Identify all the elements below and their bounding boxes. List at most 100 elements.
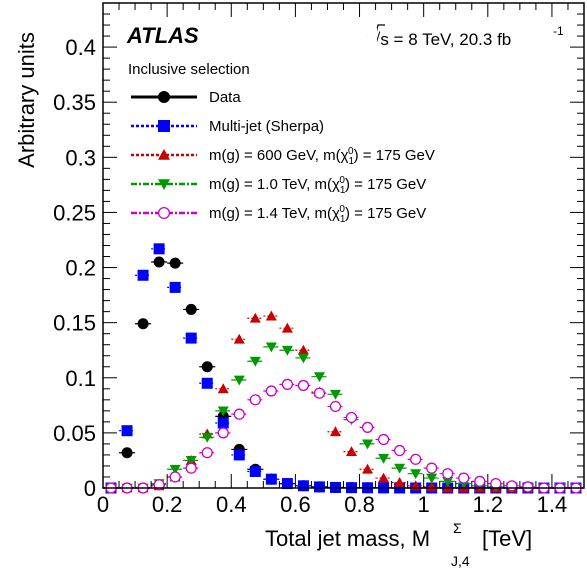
data-point [265, 473, 277, 485]
data-point [329, 389, 341, 400]
data-point [137, 269, 149, 281]
y-tick-label: 0.2 [65, 256, 96, 281]
legend-label: Data [209, 89, 241, 106]
data-point [378, 472, 390, 483]
data-point [458, 472, 470, 484]
data-point [313, 481, 325, 493]
data-point [362, 439, 374, 450]
data-point [506, 480, 518, 492]
data-point [233, 333, 245, 344]
data-point [426, 473, 438, 484]
legend-label: m(g) = 1.0 TeV, m(χ10) = 175 GeV [209, 175, 426, 196]
legend-entry: Data [131, 89, 241, 106]
data-point [185, 303, 197, 315]
experiment-label: ATLAS [126, 23, 199, 48]
y-axis: 0 0.05 0.1 0.15 0.2 0.25 0.3 0.35 0.4 [53, 2, 584, 501]
data-point [265, 310, 277, 321]
data-point [378, 453, 390, 464]
data-point [281, 322, 293, 333]
data-point [249, 394, 261, 406]
y-tick-label: 0.35 [53, 90, 96, 115]
energy-text: √s = 8 TeV, 20.3 fb [371, 30, 511, 49]
x-tick-label: 0 [97, 492, 109, 517]
x-tick-label: 0.2 [152, 492, 183, 517]
legend-marker [158, 120, 170, 132]
y-tick-label: 0.15 [53, 311, 96, 336]
data-point [297, 480, 309, 492]
data-point [281, 378, 293, 390]
data-point [217, 383, 229, 394]
legend-entry: Multi-jet (Sherpa) [131, 118, 324, 135]
data-point [169, 257, 181, 269]
data-point [346, 446, 358, 457]
data-point [426, 462, 438, 474]
data-point [217, 427, 229, 439]
x-tick-label: 0.6 [280, 492, 311, 517]
x-tick-label: 1 [418, 492, 430, 517]
legend-marker [158, 149, 170, 160]
data-point [410, 453, 422, 465]
selection-label: Inclusive selection [128, 61, 250, 78]
data-point [153, 479, 165, 491]
data-point [233, 408, 245, 420]
data-point [426, 481, 438, 492]
data-point [281, 478, 293, 490]
x-axis: 0 0.2 0.4 0.6 0.8 1 1.2 1.4 [97, 3, 585, 517]
data-point [169, 281, 181, 293]
data-point [121, 447, 133, 459]
x-tick-label: 0.4 [216, 492, 247, 517]
data-point [442, 468, 454, 480]
x-axis-title: Total jet mass, M Σ J,4 [TeV] [265, 520, 532, 569]
energy-sup: -1 [553, 24, 564, 38]
sqrt-mask [367, 28, 377, 48]
data-point [153, 243, 165, 255]
data-point [185, 332, 197, 344]
energy-label: √s = 8 TeV, 20.3 fb -1 [366, 24, 564, 49]
legend: Data Multi-jet (Sherpa) m(g) = 600 GeV, m(… [131, 89, 435, 225]
legend-label: m(g) = 600 GeV, m(χ10) = 175 GeV [209, 146, 435, 167]
legend-entry: m(g) = 600 GeV, m(χ10) = 175 GeV [131, 146, 435, 167]
series-4 [103, 378, 584, 494]
data-point [297, 379, 310, 392]
data-point [329, 400, 342, 413]
data-point [217, 417, 229, 429]
data-point [522, 481, 534, 493]
data-point [361, 421, 374, 433]
y-tick-label: 0.25 [53, 200, 96, 225]
series-1 [103, 243, 584, 494]
x-axis-title-unit: [TeV] [482, 526, 532, 551]
y-axis-title: Arbitrary units [14, 32, 39, 168]
data-point [233, 375, 245, 386]
data-point [265, 342, 277, 353]
x-tick-label: 1.4 [537, 492, 568, 517]
data-point [442, 476, 454, 487]
data-point [185, 462, 197, 474]
data-point [394, 444, 406, 457]
data-point [201, 447, 213, 459]
data-point [169, 471, 181, 483]
data-point [410, 469, 422, 480]
x-axis-title-sub: J,4 [451, 553, 470, 569]
legend-marker [158, 179, 170, 190]
svg-text:Total jet mass, M: Total jet mass, M [265, 526, 430, 551]
data-point [233, 449, 245, 461]
legend-entry: m(g) = 1.0 TeV, m(χ10) = 175 GeV [131, 175, 426, 196]
data-point [249, 312, 261, 323]
data-point [249, 356, 261, 367]
x-axis-title-sup: Σ [453, 520, 462, 536]
legend-label: Multi-jet (Sherpa) [209, 118, 324, 135]
data-point [394, 463, 406, 474]
y-tick-label: 0.1 [65, 366, 96, 391]
data-point [185, 456, 197, 466]
data-point [377, 433, 390, 446]
legend-label: m(g) = 1.4 TeV, m(χ10) = 175 GeV [209, 204, 426, 225]
y-tick-label: 0.4 [65, 35, 96, 60]
data-point [169, 464, 181, 475]
y-tick-label: 0 [84, 476, 96, 501]
data-point [345, 411, 358, 424]
data-point [153, 256, 165, 268]
data-point [217, 406, 229, 417]
legend-entry: m(g) = 1.4 TeV, m(χ10) = 175 GeV [131, 204, 426, 225]
data-point [201, 432, 213, 443]
data-point [249, 465, 261, 477]
